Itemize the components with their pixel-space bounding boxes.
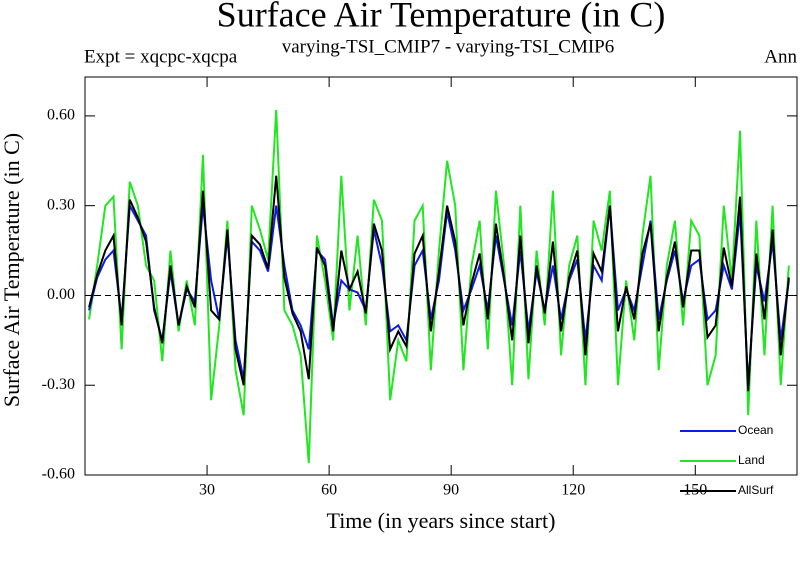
x-tick-label: 30 <box>199 482 215 499</box>
y-tick-label: 0.30 <box>47 196 75 213</box>
y-tick-label: -0.60 <box>42 466 75 483</box>
subtitle-center: varying-TSI_CMIP7 - varying-TSI_CMIP6 <box>282 36 614 57</box>
series-line <box>88 175 790 392</box>
y-tick-label: 0.00 <box>47 286 75 303</box>
subtitle-right: Ann <box>764 46 797 67</box>
x-tick-label: 60 <box>321 482 337 499</box>
y-axis-label: Surface Air Temperature (in C) <box>0 133 24 407</box>
y-tick-label: -0.30 <box>42 376 75 393</box>
chart-title: Surface Air Temperature (in C) <box>217 0 666 34</box>
legend-label: Ocean <box>738 423 773 437</box>
x-tick-label: 120 <box>561 482 585 499</box>
series-line <box>88 109 790 464</box>
legend-label: Land <box>738 453 765 467</box>
legend-label: AllSurf <box>738 483 774 497</box>
x-tick-label: 90 <box>443 482 459 499</box>
y-tick-label: 0.60 <box>47 107 75 124</box>
subtitle-left: Expt = xqcpc-xqcpa <box>84 46 238 67</box>
plot-frame <box>84 76 798 476</box>
x-axis-label: Time (in years since start) <box>327 508 556 533</box>
